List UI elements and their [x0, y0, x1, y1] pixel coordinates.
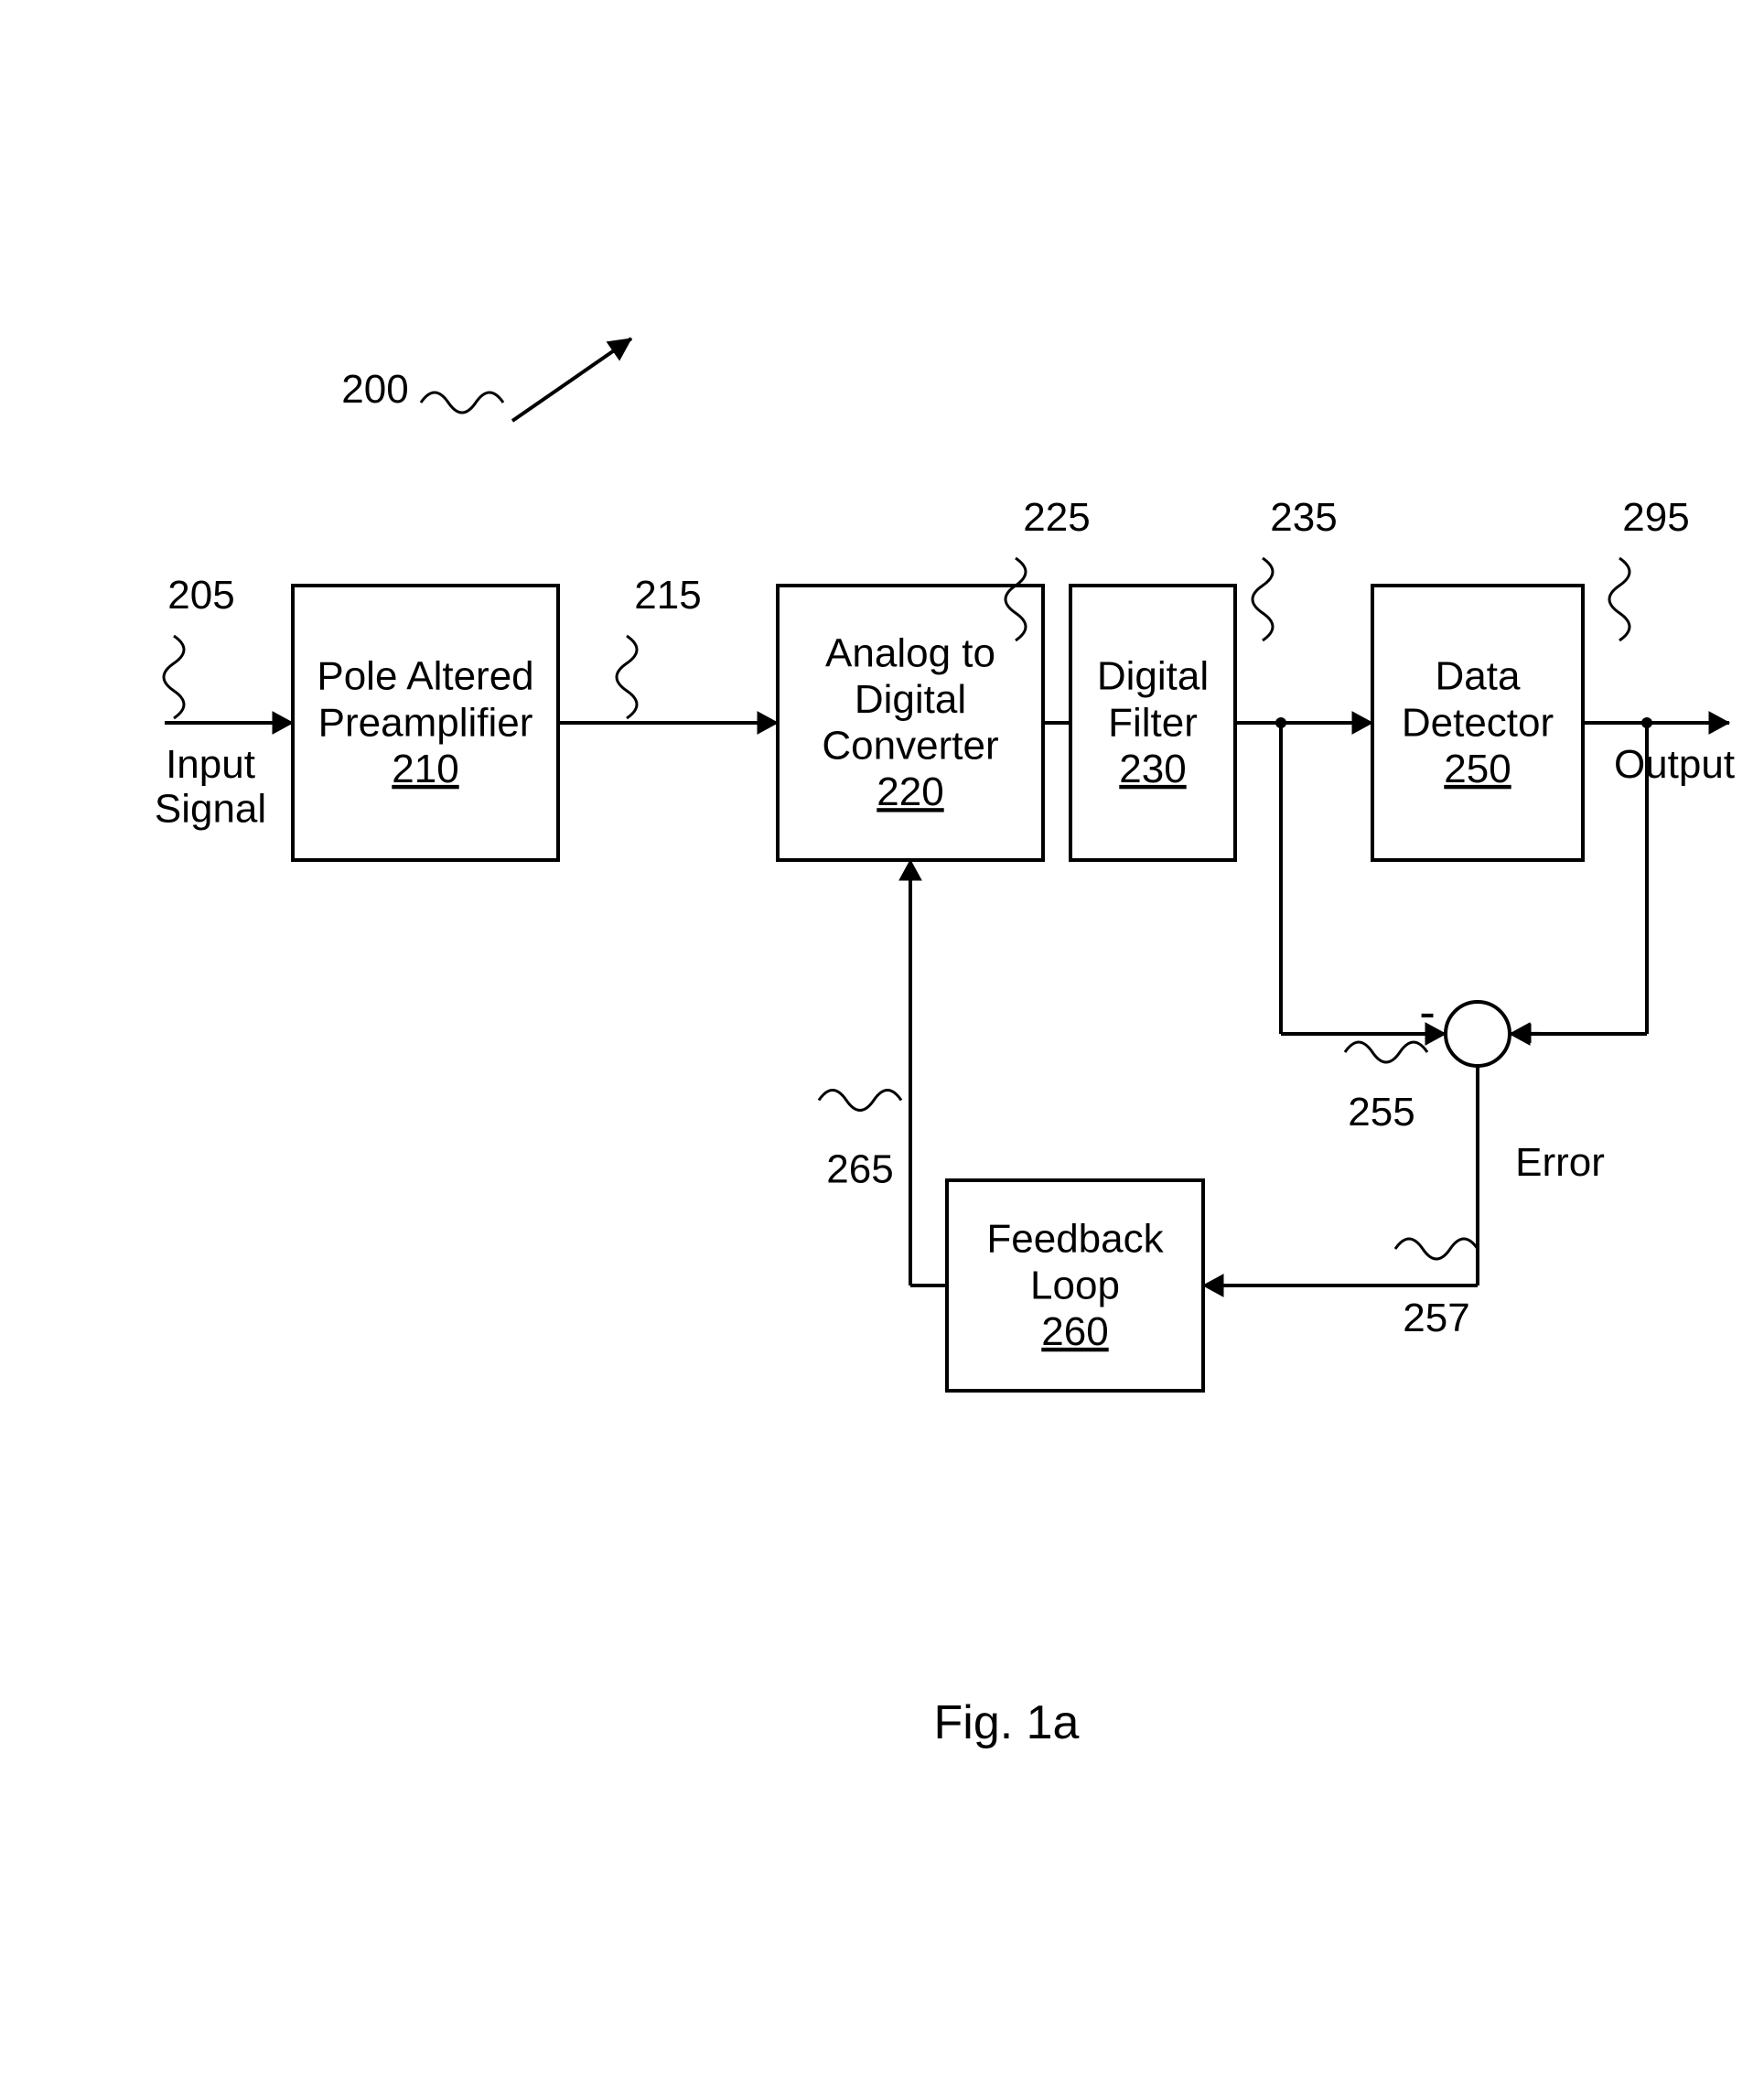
- block-adc-label: Analog to: [825, 630, 995, 675]
- block-detector-label: Detector: [1402, 700, 1554, 745]
- block-detector-label: Data: [1436, 654, 1521, 699]
- ref-205: 205: [167, 573, 234, 618]
- ref-265: 265: [826, 1147, 893, 1192]
- block-adc-label: Digital: [855, 677, 966, 722]
- ref-255: 255: [1348, 1090, 1414, 1135]
- ref-295: 295: [1622, 495, 1689, 540]
- block-adc-num: 220: [877, 769, 943, 814]
- block-fbloop-num: 260: [1041, 1309, 1108, 1354]
- block-detector-num: 250: [1444, 747, 1511, 791]
- block-dfir-label: Digital: [1097, 654, 1209, 699]
- ref-235: 235: [1270, 495, 1337, 540]
- label-input: Signal: [155, 786, 266, 831]
- block-preamp-label: Preamplifier: [318, 700, 533, 745]
- ref-257: 257: [1403, 1296, 1469, 1340]
- label-error: Error: [1515, 1140, 1605, 1185]
- block-preamp-label: Pole Altered: [317, 654, 533, 699]
- ref-225: 225: [1023, 495, 1090, 540]
- block-fbloop-label: Feedback: [986, 1217, 1164, 1262]
- block-dfir-label: Filter: [1108, 700, 1198, 745]
- block-preamp-num: 210: [392, 747, 458, 791]
- label-output: Output: [1614, 742, 1735, 787]
- block-fbloop-label: Loop: [1030, 1263, 1120, 1307]
- figure-caption: Fig. 1a: [934, 1696, 1080, 1749]
- ref-215: 215: [634, 573, 701, 618]
- block-diagram: Pole AlteredPreamplifier210Analog toDigi…: [0, 0, 1764, 2076]
- block-dfir-num: 230: [1119, 747, 1186, 791]
- label-input: Input: [166, 742, 255, 787]
- summing-junction: [1446, 1002, 1510, 1066]
- ref-200: 200: [341, 367, 408, 412]
- block-adc-label: Converter: [822, 724, 998, 769]
